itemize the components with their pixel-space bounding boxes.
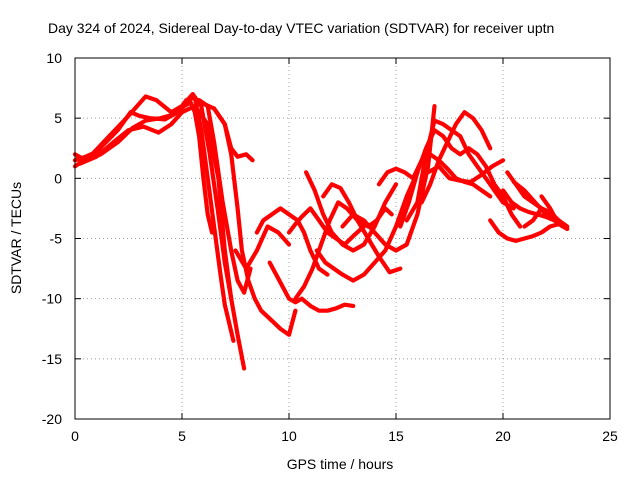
x-tick-label: 10 (281, 428, 297, 444)
series-line-trace-15 (321, 182, 403, 275)
y-tick-label: -15 (42, 351, 62, 367)
chart-title: Day 324 of 2024, Sidereal Day-to-day VTE… (48, 20, 554, 36)
y-tick-label: -10 (42, 291, 62, 307)
x-tick-label: 20 (495, 428, 511, 444)
y-tick-label: -5 (50, 231, 63, 247)
series-line-trace-1 (72, 100, 215, 235)
series-line-trace-14 (314, 170, 420, 283)
y-tick-label: -20 (42, 411, 62, 427)
series-line-trace-10 (267, 260, 356, 313)
series-line-trace-19 (404, 118, 516, 223)
series-line-trace-5 (197, 97, 253, 295)
series-line-trace-3 (72, 91, 247, 371)
series-line-trace-4 (77, 103, 234, 301)
series-line-trace-8 (233, 224, 292, 271)
series-line-trace-7 (212, 106, 298, 337)
series-line-trace-22 (488, 218, 570, 243)
series-line-trace-20 (419, 110, 493, 205)
y-tick-label: 10 (46, 50, 62, 66)
y-tick-label: 0 (54, 170, 62, 186)
x-tick-label: 25 (602, 428, 618, 444)
series-line-trace-27 (539, 194, 566, 229)
axis-ticks: 0 5 10 15 20 25 10 5 0 -5 -10 -15 -20 (42, 50, 618, 444)
series-line-trace-18 (398, 128, 523, 229)
x-axis-label: GPS time / hours (287, 456, 394, 472)
x-tick-label: 15 (388, 428, 404, 444)
x-tick-label: 5 (178, 428, 186, 444)
series-line-trace-21 (426, 158, 506, 184)
grid (75, 58, 610, 419)
series-line-trace-13 (304, 170, 399, 253)
series-line-trace-11 (286, 206, 366, 247)
y-tick-label: 5 (54, 110, 62, 126)
x-tick-label: 0 (71, 428, 79, 444)
y-axis-label: SDTVAR / TECUs (8, 182, 24, 294)
series-line-trace-16 (340, 103, 437, 253)
series-group (72, 91, 570, 371)
series-line-trace-17 (376, 152, 493, 199)
